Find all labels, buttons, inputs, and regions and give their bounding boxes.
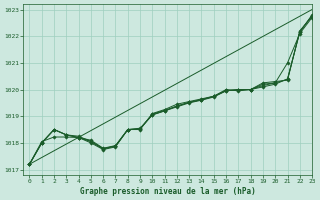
X-axis label: Graphe pression niveau de la mer (hPa): Graphe pression niveau de la mer (hPa) xyxy=(80,187,256,196)
